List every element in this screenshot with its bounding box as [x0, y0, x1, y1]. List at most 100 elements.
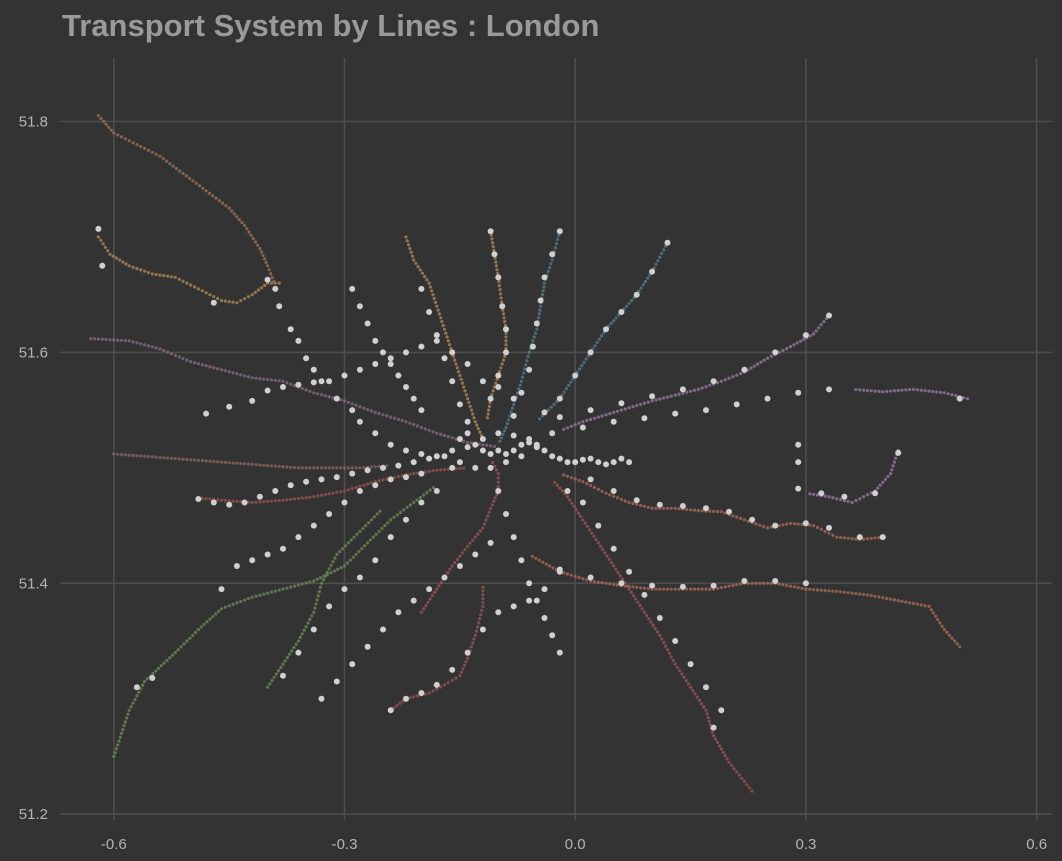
line-point — [145, 677, 149, 681]
line-point — [366, 408, 370, 412]
line-point — [425, 491, 429, 495]
line-point — [331, 466, 335, 470]
line-point — [200, 459, 204, 463]
line-point — [642, 586, 647, 590]
line-track — [562, 473, 885, 542]
line-point — [481, 593, 485, 597]
line-point — [342, 466, 347, 470]
station-point — [472, 551, 479, 558]
line-point — [912, 387, 916, 391]
line-point — [735, 583, 739, 587]
line-point — [254, 463, 258, 467]
line-point — [873, 536, 877, 540]
line-point — [708, 587, 712, 591]
line-point — [253, 290, 257, 294]
line-point — [877, 535, 881, 540]
line-point — [490, 237, 494, 241]
line-point — [412, 695, 416, 699]
line-point — [256, 243, 260, 247]
line-point — [420, 271, 425, 275]
line-point — [285, 655, 289, 660]
line-point — [423, 274, 427, 279]
line-point — [346, 488, 350, 492]
line-point — [103, 245, 107, 249]
station-point — [433, 332, 440, 339]
line-point — [460, 381, 464, 385]
station-point — [280, 384, 286, 390]
line-point — [217, 609, 221, 613]
line-point — [492, 248, 496, 252]
line-point — [211, 614, 215, 619]
line-point — [262, 592, 266, 596]
line-point — [817, 326, 821, 330]
line-point — [141, 683, 145, 687]
line-point — [662, 640, 666, 645]
line-point — [888, 389, 893, 393]
station-point — [356, 366, 363, 373]
station-point — [795, 389, 802, 396]
line-point — [395, 704, 399, 708]
line-point — [348, 558, 352, 562]
line-point — [181, 279, 185, 283]
line-point — [646, 505, 650, 509]
station-point — [818, 490, 825, 497]
line-point — [446, 467, 450, 471]
line-point — [433, 590, 437, 595]
line-point — [639, 286, 643, 290]
line-point — [373, 465, 377, 469]
line-point — [231, 461, 235, 465]
line-point — [424, 604, 428, 608]
line-point — [476, 427, 480, 431]
station-point — [295, 337, 302, 344]
line-point — [827, 495, 831, 499]
line-point — [892, 460, 897, 464]
line-point — [458, 373, 462, 378]
line-point — [285, 498, 289, 502]
line-point — [537, 316, 541, 320]
line-point — [442, 327, 447, 331]
line-point — [654, 398, 658, 402]
line-point — [428, 597, 432, 601]
line-point — [126, 712, 130, 716]
line-point — [243, 297, 247, 301]
line-point — [689, 508, 693, 512]
station-point — [556, 395, 563, 402]
line-point — [462, 466, 466, 470]
line-point — [862, 495, 866, 499]
line-point — [815, 588, 820, 592]
grid — [60, 58, 1052, 820]
line-point — [474, 629, 478, 633]
line-point — [269, 464, 274, 468]
line-point — [873, 594, 877, 598]
line-point — [490, 503, 494, 507]
line-point — [412, 472, 416, 476]
line-point — [885, 596, 889, 601]
line-point — [850, 591, 854, 595]
line-point — [114, 256, 118, 260]
line-point — [315, 577, 319, 581]
line-point — [823, 494, 827, 498]
station-point — [672, 638, 679, 644]
line-point — [300, 632, 304, 636]
station-point — [491, 251, 498, 258]
line-point — [354, 485, 358, 490]
line-point — [259, 286, 264, 290]
line-point — [469, 408, 473, 412]
line-point — [640, 607, 644, 611]
line-point — [446, 571, 450, 575]
station-point — [195, 496, 202, 502]
line-track — [562, 313, 831, 431]
line-point — [781, 523, 785, 527]
line-point — [605, 554, 609, 558]
line-point — [319, 576, 323, 580]
line-point — [402, 508, 406, 512]
line-point — [369, 518, 373, 522]
line-point — [151, 672, 155, 676]
line-point — [498, 288, 502, 292]
line-point — [788, 345, 793, 349]
line-point — [742, 518, 747, 522]
line-point — [608, 493, 612, 497]
line-point — [601, 547, 605, 552]
station-point — [495, 609, 502, 616]
